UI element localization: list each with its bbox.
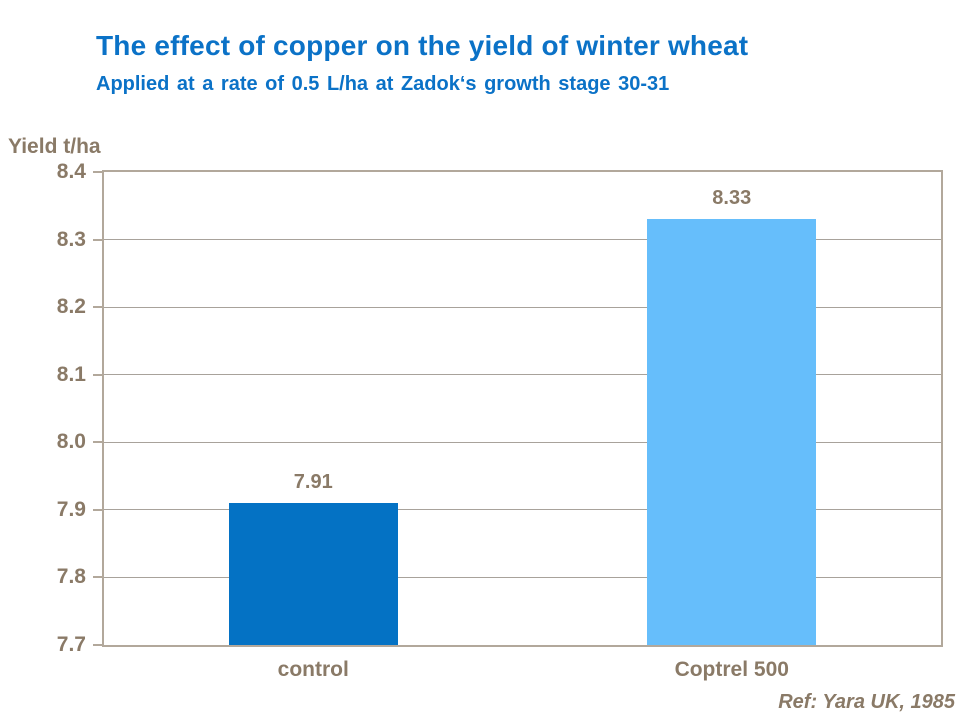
y-tick-mark: [93, 238, 102, 241]
bar-value-label: 8.33: [712, 187, 752, 209]
gridline: [104, 239, 941, 241]
y-axis: 8.4 8.3 8.2 8.1 8.0 7.9 7.8 7.7: [0, 160, 86, 656]
y-tick-mark: [93, 306, 102, 309]
gridline: [104, 509, 941, 511]
gridline: [104, 374, 941, 376]
y-tick-label: 7.7: [56, 633, 86, 656]
y-tick-mark: [93, 373, 102, 376]
y-tick-label: 8.1: [56, 362, 86, 386]
gridline: [104, 306, 941, 308]
y-axis-title: Yield t/ha: [8, 135, 101, 158]
y-tick-mark: [93, 576, 102, 579]
reference-note: Ref: Yara UK, 1985: [778, 691, 955, 713]
gridline: [104, 441, 941, 443]
y-tick-label: 7.8: [56, 565, 86, 589]
chart-subtitle: Applied at a rate of 0.5 L/ha at Zadok‘s…: [96, 73, 670, 95]
bar-control: [228, 503, 398, 645]
y-tick-mark: [93, 171, 102, 173]
y-tick-label: 8.2: [56, 295, 86, 319]
x-category-label-control: control: [277, 658, 349, 681]
plot-area: 7.91 8.33: [93, 170, 943, 647]
y-tick-mark: [93, 441, 102, 444]
gridline: [104, 576, 941, 578]
bar-value-label: 7.91: [293, 471, 333, 493]
bar-coptrel-500: [647, 219, 817, 645]
y-tick-mark: [93, 644, 102, 646]
y-tick-label: 8.4: [56, 160, 86, 183]
y-tick-label: 7.9: [56, 497, 86, 521]
y-tick-label: 8.0: [56, 430, 86, 454]
chart-title: The effect of copper on the yield of win…: [96, 30, 749, 61]
x-axis-labels: control Coptrel 500: [104, 658, 941, 688]
y-tick-label: 8.3: [56, 227, 86, 251]
y-tick-mark: [93, 508, 102, 511]
x-category-label-coptrel-500: Coptrel 500: [674, 658, 789, 681]
